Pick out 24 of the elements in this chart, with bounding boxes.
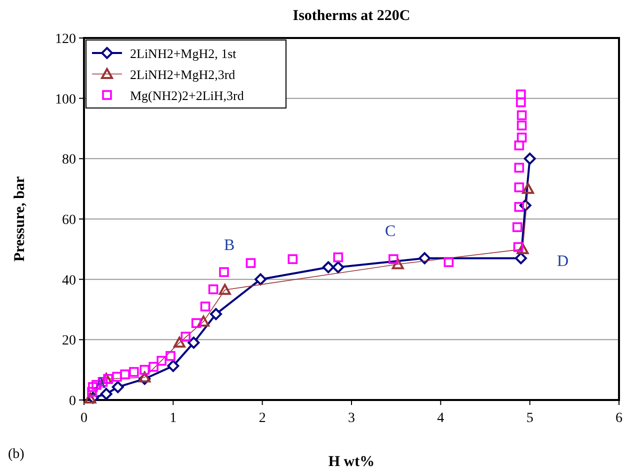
annotation: B xyxy=(224,237,235,254)
y-axis-title: Pressure, bar xyxy=(12,176,28,262)
x-axis-title: H wt% xyxy=(328,454,375,470)
y-tick-label: 80 xyxy=(62,152,76,168)
y-tick-label: 100 xyxy=(55,92,76,108)
y-tick-label: 120 xyxy=(55,32,76,47)
x-tick-label: 1 xyxy=(170,411,177,426)
y-tick-label: 0 xyxy=(69,394,76,409)
annotation: C xyxy=(385,223,396,240)
legend-label: 2LiNH2+MgH2,3rd xyxy=(130,67,236,82)
y-tick-label: 40 xyxy=(62,273,76,288)
x-tick-label: 4 xyxy=(437,411,444,426)
x-tick-label: 5 xyxy=(526,411,534,426)
x-tick-label: 0 xyxy=(80,411,88,426)
y-tick-label: 60 xyxy=(62,213,76,228)
x-tick-label: 6 xyxy=(616,411,622,426)
x-tick-label: 2 xyxy=(258,411,266,426)
x-tick-label: 3 xyxy=(348,411,355,426)
text: (b) xyxy=(8,447,25,462)
legend-label: Mg(NH2)2+2LiH,3rd xyxy=(130,88,244,103)
legend-label: 2LiNH2+MgH2, 1st xyxy=(130,46,237,61)
y-tick-label: 20 xyxy=(62,334,76,349)
chart-title: Isotherms at 220C xyxy=(292,8,410,24)
annotation: D xyxy=(557,253,569,270)
